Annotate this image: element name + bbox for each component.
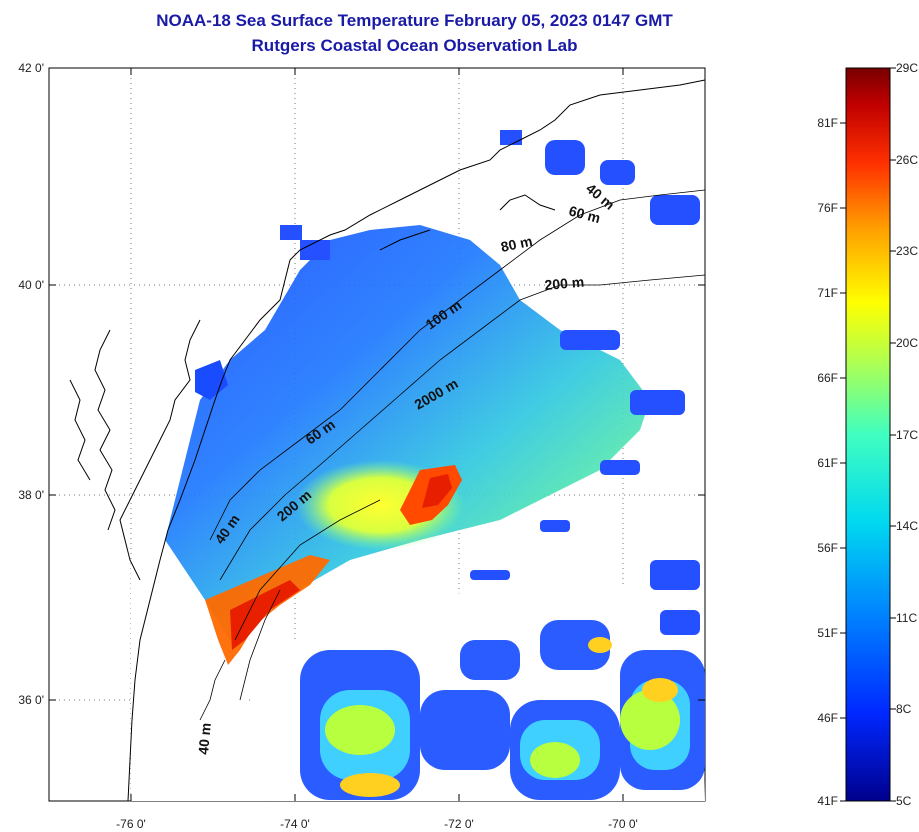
colorbar-c-label: 26C — [896, 153, 918, 167]
colorbar-c-label: 14C — [896, 519, 918, 533]
colorbar-c-label: 5C — [896, 794, 912, 808]
colorbar-c-label: 17C — [896, 428, 918, 442]
axis-ticks — [49, 67, 705, 801]
colorbar-f-label: 71F — [817, 286, 838, 300]
colorbar-f-label: 41F — [817, 794, 838, 808]
temperature-colorbar — [845, 67, 891, 802]
colorbar-c-label: 29C — [896, 61, 918, 75]
colorbar-f-label: 76F — [817, 201, 838, 215]
lat-label-40: 40 0' — [18, 278, 44, 292]
coastline — [69, 79, 706, 802]
lat-label-42: 42 0' — [18, 61, 44, 75]
lon-label-70: -70 0' — [608, 817, 638, 831]
colorbar-f-label: 61F — [817, 456, 838, 470]
contour-label: 200 m — [544, 274, 585, 293]
colorbar-ticks — [840, 67, 896, 802]
lat-label-38: 38 0' — [18, 488, 44, 502]
colorbar-f-label: 66F — [817, 371, 838, 385]
lon-label-74: -74 0' — [280, 817, 310, 831]
colorbar-f-label: 46F — [817, 711, 838, 725]
colorbar-c-label: 8C — [896, 702, 912, 716]
contour-label: 60 m — [567, 202, 602, 226]
bathymetry-contours — [199, 189, 706, 721]
colorbar-c-label: 23C — [896, 244, 918, 258]
contour-label: 80 m — [499, 233, 534, 255]
sst-data-layer — [131, 130, 705, 801]
colorbar-f-label: 56F — [817, 541, 838, 555]
colorbar-f-label: 81F — [817, 116, 838, 130]
colorbar-c-label: 11C — [896, 611, 917, 625]
map-title: NOAA-18 Sea Surface Temperature February… — [156, 11, 673, 30]
map-subtitle: Rutgers Coastal Ocean Observation Lab — [251, 36, 578, 55]
colorbar-c-label: 20C — [896, 336, 918, 350]
lat-label-36: 36 0' — [18, 693, 44, 707]
colorbar-f-label: 51F — [817, 626, 838, 640]
lon-label-76: -76 0' — [116, 817, 146, 831]
lon-label-72: -72 0' — [444, 817, 474, 831]
contour-label: 40 m — [195, 722, 214, 755]
